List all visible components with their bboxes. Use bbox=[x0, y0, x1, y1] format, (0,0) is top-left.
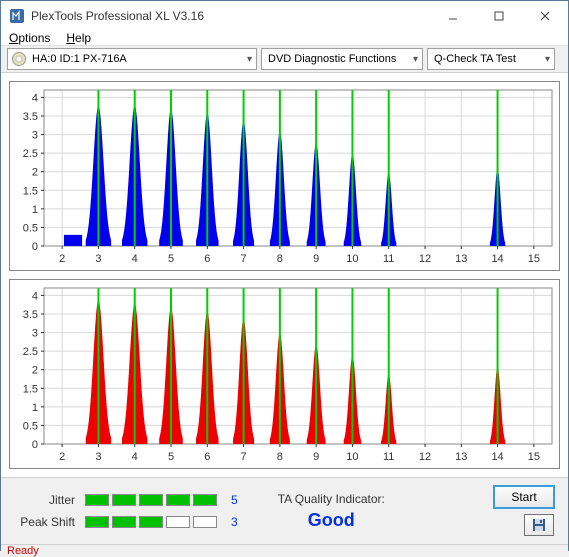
start-button[interactable]: Start bbox=[494, 486, 554, 508]
floppy-icon bbox=[532, 518, 546, 532]
status-text: Ready bbox=[7, 545, 39, 557]
svg-text:9: 9 bbox=[313, 253, 319, 265]
svg-text:1: 1 bbox=[32, 402, 38, 414]
svg-text:14: 14 bbox=[491, 451, 503, 463]
chart-bottom: 0 0.5 1 1.5 2 2.5 3 3.5 4 2 3 4 5 6 7 8 9 10 11 12 13 14 15 bbox=[9, 279, 560, 469]
segment bbox=[166, 516, 190, 528]
drive-selector[interactable]: HA:0 ID:1 PX-716A bbox=[7, 48, 257, 70]
svg-text:0.5: 0.5 bbox=[23, 420, 38, 432]
svg-text:3: 3 bbox=[95, 253, 101, 265]
svg-text:7: 7 bbox=[241, 253, 247, 265]
svg-text:3: 3 bbox=[95, 451, 101, 463]
function-selector[interactable]: DVD Diagnostic Functions bbox=[261, 48, 423, 70]
segment bbox=[112, 494, 136, 506]
quality-label: TA Quality Indicator: bbox=[278, 492, 385, 506]
svg-text:3: 3 bbox=[32, 130, 38, 142]
window-title: PlexTools Professional XL V3.16 bbox=[31, 9, 430, 23]
peakshift-value: 3 bbox=[231, 515, 238, 529]
jitter-bar bbox=[85, 494, 217, 506]
svg-text:5: 5 bbox=[168, 253, 174, 265]
segment bbox=[85, 516, 109, 528]
svg-text:2.5: 2.5 bbox=[23, 346, 38, 358]
segment bbox=[193, 494, 217, 506]
svg-text:12: 12 bbox=[419, 451, 431, 463]
svg-text:14: 14 bbox=[491, 253, 503, 265]
menu-options[interactable]: Options bbox=[9, 31, 50, 45]
svg-text:3.5: 3.5 bbox=[23, 309, 38, 321]
svg-text:5: 5 bbox=[168, 451, 174, 463]
segment bbox=[193, 516, 217, 528]
svg-text:2: 2 bbox=[59, 253, 65, 265]
app-icon bbox=[9, 8, 25, 24]
svg-text:12: 12 bbox=[419, 253, 431, 265]
svg-text:10: 10 bbox=[346, 253, 358, 265]
titlebar: PlexTools Professional XL V3.16 bbox=[1, 1, 568, 31]
save-button[interactable] bbox=[524, 514, 554, 536]
app-window: PlexTools Professional XL V3.16 Options … bbox=[0, 0, 569, 551]
svg-text:3: 3 bbox=[32, 328, 38, 340]
close-button[interactable] bbox=[522, 1, 568, 31]
svg-text:2: 2 bbox=[32, 365, 38, 377]
jitter-label: Jitter bbox=[15, 493, 75, 507]
peakshift-label: Peak Shift bbox=[15, 515, 75, 529]
svg-text:2.5: 2.5 bbox=[23, 148, 38, 160]
segment bbox=[166, 494, 190, 506]
jitter-row: Jitter 5 bbox=[15, 493, 238, 507]
menubar: Options Help bbox=[1, 31, 568, 46]
svg-text:15: 15 bbox=[528, 253, 540, 265]
svg-text:1: 1 bbox=[32, 204, 38, 216]
svg-text:15: 15 bbox=[528, 451, 540, 463]
svg-text:0.5: 0.5 bbox=[23, 222, 38, 234]
svg-text:4: 4 bbox=[32, 290, 38, 302]
peakshift-row: Peak Shift 3 bbox=[15, 515, 238, 529]
menu-help[interactable]: Help bbox=[66, 31, 91, 45]
buttons-right: Start bbox=[494, 486, 554, 536]
svg-text:4: 4 bbox=[132, 253, 138, 265]
peakshift-bar bbox=[85, 516, 217, 528]
svg-text:13: 13 bbox=[455, 253, 467, 265]
disc-icon bbox=[12, 52, 26, 66]
svg-text:4: 4 bbox=[132, 451, 138, 463]
window-buttons bbox=[430, 1, 568, 31]
svg-text:11: 11 bbox=[383, 253, 394, 265]
segment bbox=[139, 494, 163, 506]
segment bbox=[112, 516, 136, 528]
toolbar: HA:0 ID:1 PX-716A DVD Diagnostic Functio… bbox=[1, 46, 568, 73]
svg-text:4: 4 bbox=[32, 92, 38, 104]
svg-text:2: 2 bbox=[59, 451, 65, 463]
charts-area: 00.511.522.533.5423456789101112131415 00… bbox=[1, 73, 568, 477]
svg-text:2: 2 bbox=[32, 167, 38, 179]
drive-label: HA:0 ID:1 PX-716A bbox=[32, 53, 127, 65]
jitter-value: 5 bbox=[231, 493, 238, 507]
svg-text:8: 8 bbox=[277, 253, 283, 265]
svg-text:10: 10 bbox=[346, 451, 358, 463]
svg-text:6: 6 bbox=[204, 253, 210, 265]
svg-text:7: 7 bbox=[241, 451, 247, 463]
svg-text:8: 8 bbox=[277, 451, 283, 463]
segment bbox=[139, 516, 163, 528]
svg-text:3.5: 3.5 bbox=[23, 111, 38, 123]
quality-indicator: TA Quality Indicator: Good bbox=[278, 492, 385, 531]
start-button-label: Start bbox=[511, 490, 536, 504]
svg-text:0: 0 bbox=[32, 439, 38, 451]
svg-text:0: 0 bbox=[32, 241, 38, 253]
test-selector[interactable]: Q-Check TA Test bbox=[427, 48, 555, 70]
bottom-panel: Jitter 5 Peak Shift 3 TA Quality Indicat… bbox=[1, 477, 568, 544]
svg-text:11: 11 bbox=[383, 451, 394, 463]
function-label: DVD Diagnostic Functions bbox=[268, 53, 396, 65]
svg-text:9: 9 bbox=[313, 451, 319, 463]
metrics-left: Jitter 5 Peak Shift 3 bbox=[15, 493, 238, 529]
test-label: Q-Check TA Test bbox=[434, 53, 516, 65]
maximize-button[interactable] bbox=[476, 1, 522, 31]
quality-value: Good bbox=[278, 510, 385, 531]
svg-text:6: 6 bbox=[204, 451, 210, 463]
svg-text:13: 13 bbox=[455, 451, 467, 463]
minimize-button[interactable] bbox=[430, 1, 476, 31]
segment bbox=[85, 494, 109, 506]
chart-top: 0 0.5 1 1.5 2 2.5 3 3.5 4 2 3 4 5 6 7 8 9 10 11 12 13 14 15 bbox=[9, 81, 560, 271]
svg-text:1.5: 1.5 bbox=[23, 383, 38, 395]
svg-text:1.5: 1.5 bbox=[23, 185, 38, 197]
